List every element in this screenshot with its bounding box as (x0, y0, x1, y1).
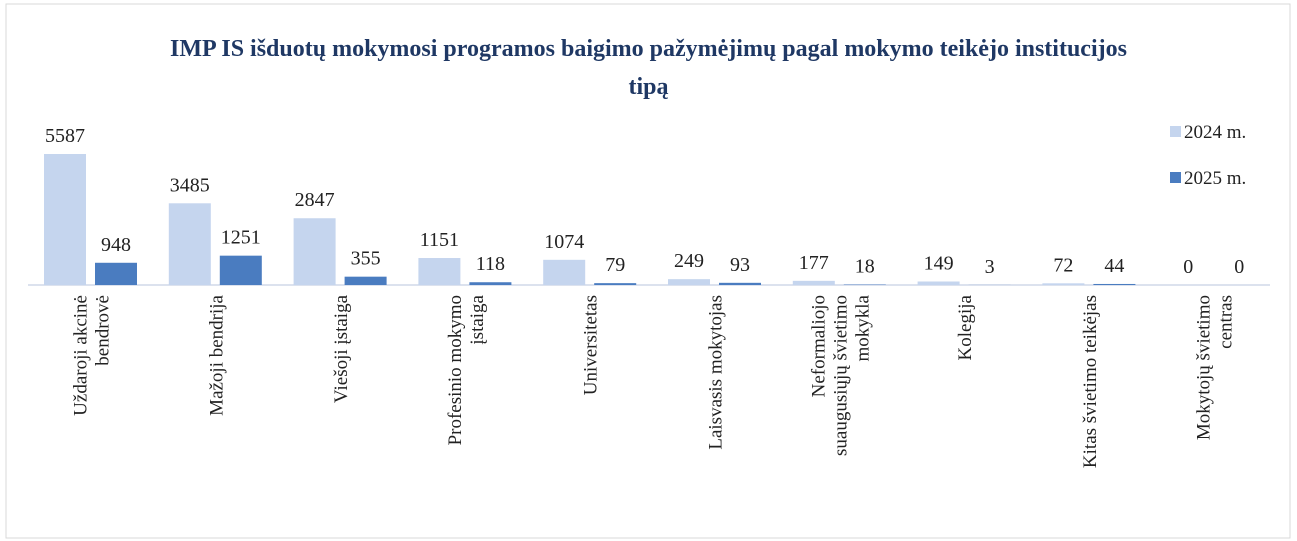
value-label: 948 (101, 234, 131, 256)
value-label: 0 (1234, 256, 1244, 278)
legend-label: 2025 m. (1184, 168, 1246, 189)
value-label: 3485 (170, 174, 210, 196)
title-box: IMP IS išduotų mokymosi programos baigim… (170, 36, 1127, 100)
value-label: 93 (730, 254, 750, 276)
value-label: 1151 (420, 229, 459, 251)
chart-title: IMP IS išduotų mokymosi programos baigim… (170, 36, 1127, 100)
x-tick-label: Kolegija (955, 294, 976, 360)
x-tick-label: Laisvasis mokytojas (706, 295, 727, 450)
bar (418, 258, 461, 285)
value-label: 355 (351, 248, 381, 270)
value-label: 149 (924, 253, 954, 275)
value-label: 3 (985, 256, 995, 278)
bar (293, 218, 336, 285)
bar (44, 154, 86, 285)
value-label: 0 (1183, 256, 1193, 278)
bar (792, 280, 835, 285)
x-tick-label: Kitas švietimo teikėjas (1080, 295, 1101, 468)
value-label: 18 (855, 256, 875, 278)
legend-label: 2024 m. (1184, 122, 1246, 143)
bar (594, 283, 637, 285)
value-label: 118 (476, 253, 505, 275)
bar (719, 282, 761, 285)
value-label: 2847 (295, 189, 335, 211)
bar (1093, 283, 1136, 285)
value-label: 5587 (45, 125, 85, 147)
value-label: 72 (1053, 254, 1073, 276)
bar (1042, 283, 1085, 285)
x-tick-label: Viešoji įstaiga (331, 294, 352, 403)
value-label: 1074 (544, 231, 584, 253)
x-tick-label: Uždaroji akcinėbendrovė (71, 295, 114, 416)
value-label: 1251 (221, 227, 261, 249)
legend-swatch (1170, 172, 1181, 183)
bar (917, 281, 960, 285)
bar (469, 282, 512, 285)
x-tick-label: Profesinio mokymoįstaiga (445, 294, 488, 445)
bar (668, 279, 710, 285)
bar (219, 255, 262, 285)
x-tick-label: Mažoji bendrija (206, 294, 227, 415)
bar (344, 276, 387, 285)
bar (95, 262, 137, 285)
bar (543, 259, 586, 285)
value-label: 79 (605, 254, 625, 276)
x-tick-label: Neformaliojosuaugusiųjų švietimomokykla (808, 294, 873, 456)
value-label: 249 (674, 250, 704, 272)
x-tick-label: Universitetas (581, 295, 602, 395)
value-label: 177 (799, 252, 829, 274)
value-label: 44 (1104, 255, 1124, 277)
legend-swatch (1170, 126, 1181, 137)
x-tick-label: Mokytojų švietimocentras (1194, 295, 1237, 440)
bar (168, 203, 211, 285)
